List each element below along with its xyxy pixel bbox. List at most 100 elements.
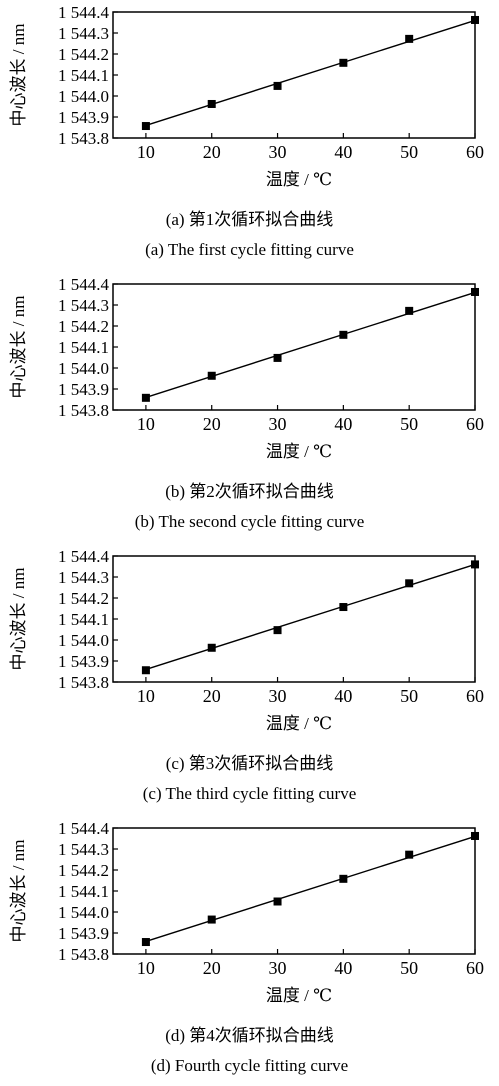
x-tick-label: 30 bbox=[269, 686, 287, 706]
y-tick-label: 1 544.0 bbox=[58, 903, 109, 922]
x-axis-label: 温度 / ℃ bbox=[266, 986, 332, 1005]
x-tick-label: 40 bbox=[334, 686, 352, 706]
data-point bbox=[471, 831, 479, 840]
x-tick-label: 20 bbox=[203, 958, 221, 978]
caption-en-a: (a) The first cycle fitting curve bbox=[145, 240, 354, 259]
y-tick-label: 1 544.4 bbox=[58, 275, 110, 294]
y-tick-label: 1 544.0 bbox=[58, 631, 109, 650]
y-tick-label: 1 544.2 bbox=[58, 861, 109, 880]
chart-b: 10 20 30 40 50 60 1 543.8 1 543.9 1 544.0 1 544.1… bbox=[9, 275, 484, 461]
y-tick-label: 1 544.4 bbox=[58, 547, 110, 566]
x-tick-label: 60 bbox=[466, 414, 484, 434]
data-point bbox=[405, 850, 414, 859]
data-point bbox=[141, 666, 150, 675]
y-tick-label: 1 543.8 bbox=[58, 673, 109, 692]
caption-en-b: (b) The second cycle fitting curve bbox=[134, 512, 365, 531]
y-axis-label: 中心波长 / nm bbox=[9, 568, 28, 671]
y-tick-label: 1 544.1 bbox=[58, 882, 109, 901]
x-axis-label: 温度 / ℃ bbox=[266, 442, 332, 461]
data-point bbox=[405, 34, 414, 43]
fit-line bbox=[145, 835, 476, 943]
caption-cn-c: (c) 第3次循环拟合曲线 bbox=[165, 754, 334, 773]
y-tick-label: 1 544.1 bbox=[58, 338, 109, 357]
y-tick-label: 1 544.4 bbox=[58, 3, 110, 22]
x-tick-label: 10 bbox=[137, 142, 155, 162]
x-tick-label: 60 bbox=[466, 958, 484, 978]
caption-cn-d: (d) 第4次循环拟合曲线 bbox=[165, 1026, 334, 1045]
panel-d: 10 20 30 40 50 60 1 543.8 1 543.9 1 544.0 1 544.1… bbox=[0, 816, 499, 1084]
data-point bbox=[273, 626, 282, 635]
data-point bbox=[273, 353, 282, 362]
x-tick-label: 30 bbox=[269, 142, 287, 162]
y-axis-label: 中心波长 / nm bbox=[9, 296, 28, 399]
y-tick-label: 1 544.4 bbox=[58, 819, 110, 838]
y-tick-label: 1 543.9 bbox=[58, 108, 109, 127]
x-tick-label: 20 bbox=[203, 142, 221, 162]
x-tick-label: 10 bbox=[137, 958, 155, 978]
caption-en-d: (d) Fourth cycle fitting curve bbox=[150, 1056, 349, 1075]
x-tick-label: 40 bbox=[334, 958, 352, 978]
x-tick-label: 20 bbox=[203, 414, 221, 434]
x-tick-label: 30 bbox=[269, 414, 287, 434]
x-tick-label: 40 bbox=[334, 414, 352, 434]
x-tick-label: 50 bbox=[400, 414, 418, 434]
x-tick-label: 10 bbox=[137, 414, 155, 434]
y-tick-label: 1 544.2 bbox=[58, 45, 109, 64]
data-point bbox=[207, 99, 216, 108]
data-point bbox=[339, 603, 348, 612]
y-axis-label: 中心波长 / nm bbox=[9, 24, 28, 127]
fit-line bbox=[145, 563, 476, 671]
data-point bbox=[339, 874, 348, 883]
x-tick-label: 50 bbox=[400, 686, 418, 706]
caption-en-c: (c) The third cycle fitting curve bbox=[142, 784, 357, 803]
chart-a: 10 20 30 40 50 60 1 543.8 1 543.9 1 544.0 1 544.1… bbox=[9, 3, 484, 189]
y-tick-label: 1 544.0 bbox=[58, 359, 109, 378]
data-point bbox=[273, 897, 282, 906]
y-axis-label: 中心波长 / nm bbox=[9, 840, 28, 943]
data-point bbox=[405, 306, 414, 315]
panel-c: 10 20 30 40 50 60 1 543.8 1 543.9 1 544.0 1 544.1… bbox=[0, 544, 499, 812]
data-point bbox=[405, 579, 414, 588]
y-tick-label: 1 544.3 bbox=[58, 568, 109, 587]
y-tick-label: 1 544.1 bbox=[58, 610, 109, 629]
panel-a: 10 20 30 40 50 60 1 543.8 1 543.9 1 544.0 1 544.1… bbox=[0, 0, 499, 268]
data-point bbox=[471, 287, 479, 296]
x-tick-label: 60 bbox=[466, 686, 484, 706]
data-point bbox=[207, 371, 216, 380]
x-tick-label: 60 bbox=[466, 142, 484, 162]
data-point bbox=[471, 15, 479, 24]
fit-line bbox=[145, 19, 476, 127]
x-tick-label: 40 bbox=[334, 142, 352, 162]
y-tick-label: 1 544.3 bbox=[58, 840, 109, 859]
y-tick-label: 1 544.3 bbox=[58, 296, 109, 315]
y-tick-label: 1 543.8 bbox=[58, 945, 109, 964]
data-point bbox=[207, 643, 216, 652]
y-tick-label: 1 544.1 bbox=[58, 66, 109, 85]
data-point bbox=[339, 58, 348, 67]
x-axis-label: 温度 / ℃ bbox=[266, 170, 332, 189]
x-tick-label: 50 bbox=[400, 142, 418, 162]
x-tick-label: 20 bbox=[203, 686, 221, 706]
y-tick-label: 1 544.2 bbox=[58, 317, 109, 336]
y-tick-label: 1 543.9 bbox=[58, 924, 109, 943]
caption-cn-a: (a) 第1次循环拟合曲线 bbox=[165, 210, 334, 229]
y-tick-label: 1 543.8 bbox=[58, 401, 109, 420]
y-tick-label: 1 544.0 bbox=[58, 87, 109, 106]
y-tick-label: 1 543.8 bbox=[58, 129, 109, 148]
x-tick-label: 30 bbox=[269, 958, 287, 978]
data-point bbox=[273, 81, 282, 90]
chart-c: 10 20 30 40 50 60 1 543.8 1 543.9 1 544.0 1 544.1… bbox=[9, 547, 484, 733]
data-point bbox=[339, 330, 348, 339]
x-tick-label: 10 bbox=[137, 686, 155, 706]
x-tick-label: 50 bbox=[400, 958, 418, 978]
y-tick-label: 1 543.9 bbox=[58, 652, 109, 671]
x-axis-label: 温度 / ℃ bbox=[266, 714, 332, 733]
data-point bbox=[207, 915, 216, 924]
data-point bbox=[141, 122, 150, 131]
y-tick-label: 1 544.3 bbox=[58, 24, 109, 43]
y-tick-label: 1 543.9 bbox=[58, 380, 109, 399]
data-point bbox=[141, 938, 150, 947]
fit-line bbox=[145, 291, 476, 399]
chart-d: 10 20 30 40 50 60 1 543.8 1 543.9 1 544.0 1 544.1… bbox=[9, 819, 484, 1005]
